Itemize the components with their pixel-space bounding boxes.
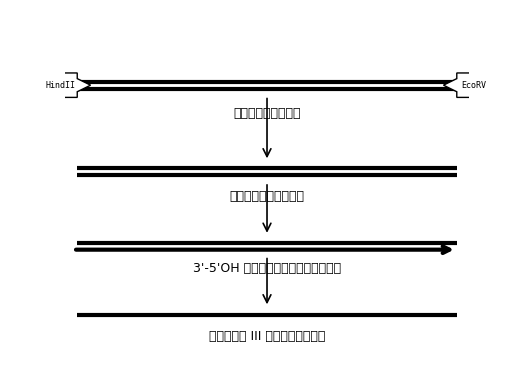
Text: HindII: HindII — [45, 80, 75, 90]
Text: 硫代保护后的平齐末端: 硫代保护后的平齐末端 — [230, 190, 304, 204]
Polygon shape — [443, 73, 491, 98]
Text: 3'-5'OH 核酸外切酶的切割方向示意图: 3'-5'OH 核酸外切酶的切割方向示意图 — [193, 262, 341, 275]
Text: 双酶切后的双镇探针: 双酶切后的双镇探针 — [233, 107, 301, 120]
Text: 核酸外切酶 III 作用后的单镇结构: 核酸外切酶 III 作用后的单镇结构 — [209, 330, 325, 344]
Text: EcoRV: EcoRV — [462, 80, 487, 90]
Polygon shape — [43, 73, 91, 98]
